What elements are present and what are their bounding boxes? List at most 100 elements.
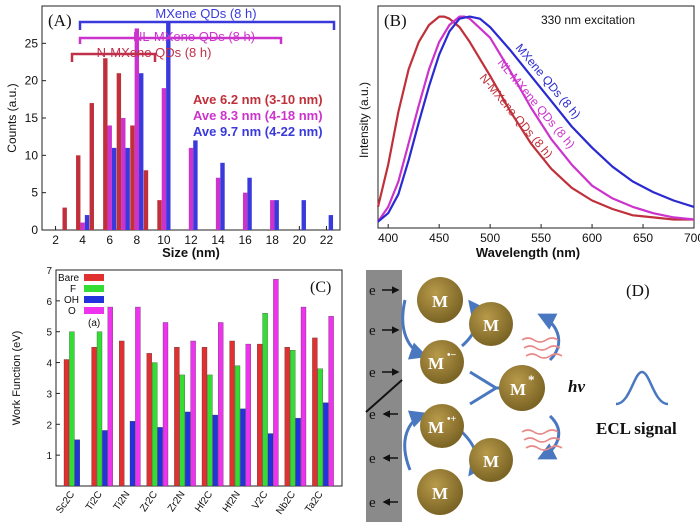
c-category-label: Zr2C [138, 489, 160, 514]
a-xtick-label: 22 [320, 233, 334, 247]
arrow-e-to-mminus [401, 299, 428, 360]
panel-b-frame [377, 5, 695, 229]
a-xtick-label: 10 [157, 233, 171, 247]
legend-ave-nl-mxene: Ave 8.3 nm (4-18 nm) [193, 108, 323, 123]
c-ytick-label: 3 [46, 389, 52, 400]
bracket-n-mxene: N-MXene QDs (8 h) [70, 45, 212, 62]
a-bar [220, 162, 225, 230]
panel-a-label: (A) [48, 11, 72, 30]
bracket-n-mxene-label: N-MXene QDs (8 h) [97, 45, 212, 60]
bracket-mxene-label: MXene QDs (8 h) [155, 6, 256, 21]
species-m-text: M [432, 484, 448, 503]
c-category-label: Ti2C [84, 489, 105, 512]
a-bar [157, 200, 162, 230]
c-ytick-label: 6 [46, 297, 52, 308]
a-bar [242, 192, 248, 230]
c-category-label: Hf2N [221, 489, 243, 514]
c-bar [135, 306, 141, 487]
a-bar [84, 215, 90, 230]
c-category-label: Zr2N [166, 489, 188, 514]
species-m-top-left: M [417, 277, 463, 323]
panel-d: e e e e e e M M M •− M * M •+ [365, 270, 677, 522]
panel-b-note: 330 nm excitation [541, 13, 635, 27]
a-bar [62, 207, 67, 230]
species-m-radical-anion: M •− [420, 340, 464, 384]
panel-a: (A) Counts (a.u.) Size (nm) 2 4 6 8 10 12 14 16… [5, 5, 341, 260]
c-bar [212, 414, 218, 487]
a-bar [121, 118, 126, 230]
c-bar [229, 340, 235, 487]
c-bar [257, 343, 263, 487]
species-m-excited: M * [499, 365, 545, 411]
panel-a-ylabel: Counts (a.u.) [5, 83, 19, 152]
electron-label: e [369, 451, 376, 467]
c-category-label: Nb2C [274, 489, 298, 516]
electrode-slash [365, 379, 403, 413]
legend-oh: OH [64, 295, 79, 306]
emission-waves-bottom [521, 429, 563, 451]
c-bar [179, 374, 185, 487]
c-bar [323, 402, 329, 487]
species-m-text: M [483, 452, 499, 471]
electron-label: e [369, 365, 376, 381]
c-bar [190, 340, 196, 487]
arrow-e-to-mplus [403, 410, 428, 471]
bracket-mxene: MXene QDs (8 h) [78, 6, 336, 30]
c-category-label: Ta2C [303, 489, 325, 514]
legend-swatch-oh [84, 296, 104, 303]
panel-c-legend: Bare F OH O [58, 273, 104, 317]
a-bar [161, 88, 167, 230]
legend-ave-mxene: Ave 9.7 nm (4-22 nm) [193, 124, 323, 139]
a-bar [215, 177, 221, 230]
c-bar [185, 411, 191, 487]
a-bar [301, 200, 306, 230]
a-xtick-label: 2 [52, 233, 59, 247]
species-mminus-text: M [428, 354, 444, 373]
a-bar [139, 73, 144, 230]
c-ytick-label: 7 [46, 266, 52, 277]
panel-b-ylabel: Intensity (a.u.) [357, 82, 371, 158]
b-series-line [377, 15, 695, 223]
species-m-bottom-right: M [469, 438, 513, 482]
legend-o: O [68, 306, 76, 317]
a-ytick-label: 15 [25, 111, 39, 125]
panel-b-label: (B) [384, 11, 407, 30]
photon-label: hv [568, 377, 585, 396]
arrow-mstar-to-m-top [537, 313, 561, 362]
a-ytick-label: 10 [25, 148, 39, 162]
c-bar [146, 353, 152, 487]
c-bar [129, 421, 136, 487]
ecl-peak-icon [615, 370, 669, 406]
c-bar [290, 350, 296, 487]
c-bar [218, 322, 224, 487]
species-m-bottom-left: M [417, 469, 463, 515]
c-bar [74, 439, 80, 487]
panel-c-ylabel: Work Function (eV) [11, 331, 23, 426]
bracket-nl-mxene: NL-MXene QDs (8 h) [78, 29, 283, 44]
b-xtick-label: 450 [429, 231, 449, 245]
a-xtick-label: 6 [106, 233, 113, 247]
b-xtick-label: 700 [684, 231, 700, 245]
c-category-label: Hf2C [193, 489, 215, 514]
a-bar [116, 73, 122, 230]
panel-b: (B) 330 nm excitation Intensity (a.u.) W… [357, 5, 700, 260]
a-xtick-label: 16 [239, 233, 253, 247]
a-bar [270, 200, 275, 230]
c-bar [328, 316, 334, 487]
a-bar [193, 140, 198, 230]
electron-label: e [369, 407, 376, 423]
a-bar [143, 170, 149, 230]
a-bar [166, 20, 171, 230]
c-bar [240, 408, 246, 487]
c-bar [96, 331, 103, 487]
a-xtick-label: 4 [79, 233, 86, 247]
c-bar [295, 417, 301, 487]
a-xtick-label: 8 [133, 233, 140, 247]
a-bar [328, 215, 334, 230]
panel-c-label: (C) [310, 279, 331, 296]
a-xtick-label: 20 [293, 233, 307, 247]
c-bar [267, 433, 274, 487]
species-m-text: M [432, 292, 448, 311]
species-m-top-right: M [469, 302, 513, 346]
